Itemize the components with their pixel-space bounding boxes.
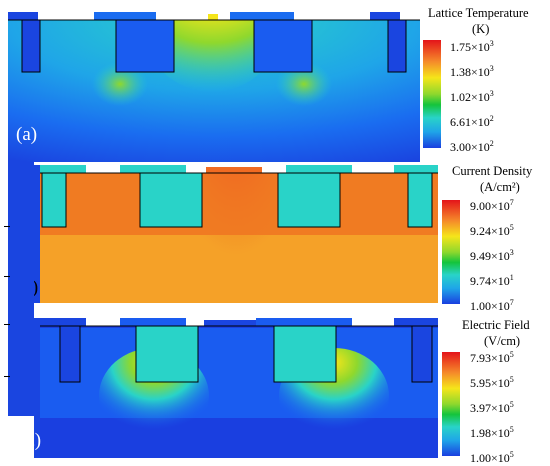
panel-c-label: (c) [20, 430, 42, 451]
panel-a-left-boundary-strip [8, 162, 34, 416]
legend-tick-2: 9.24×105 [470, 223, 514, 238]
legend-tick-4: 1.98×105 [470, 425, 514, 440]
legend-electric-field: Electric Field (V/cm) 7.93×105 5.95×105 … [440, 314, 550, 464]
legend-title-line1: Lattice Temperature [428, 6, 529, 20]
legend-tick-5: 1.00×105 [470, 450, 514, 465]
legend-tick-5: 1.00×107 [470, 298, 514, 313]
legend-tick-3: 9.49×103 [470, 248, 514, 263]
legend-tick-1: 9.00×107 [470, 198, 514, 213]
legend-lattice-temperature: Lattice Temperature (K) 1.75×103 1.38×10… [420, 4, 550, 154]
panel-a-axis-tick [4, 276, 10, 277]
panel-a-axis-tick [4, 226, 10, 227]
current-density-contour [34, 165, 438, 303]
panel-a-lattice-temperature-map: (a) [8, 12, 420, 162]
legend-title-line2: (K) [472, 22, 490, 36]
lattice-temperature-contour [8, 12, 420, 162]
legend-tick-2: 5.95×105 [470, 375, 514, 390]
legend-tick-5: 3.00×102 [450, 139, 494, 154]
legend-title-line1: Current Density [452, 164, 533, 178]
electric-field-contour [34, 318, 438, 458]
legend-title-line1: Electric Field [462, 318, 530, 332]
legend-tick-4: 6.61×102 [450, 114, 494, 129]
color-scale-bar [442, 200, 460, 304]
legend-tick-4: 9.74×101 [470, 273, 514, 288]
panel-a-axis-tick [4, 376, 10, 377]
legend-tick-2: 1.38×103 [450, 64, 494, 79]
legend-current-density: Current Density (A/cm²) 9.00×107 9.24×10… [440, 160, 550, 313]
color-scale-bar [442, 352, 460, 456]
panel-c-electric-field-map: (c) [20, 318, 438, 458]
legend-tick-1: 1.75×103 [450, 39, 494, 54]
panel-b-current-density-map: (b) [16, 165, 438, 303]
panel-a-label: (a) [16, 124, 38, 145]
legend-tick-3: 3.97×105 [470, 400, 514, 415]
legend-tick-1: 7.93×105 [470, 350, 514, 365]
legend-tick-3: 1.02×103 [450, 89, 494, 104]
legend-title-line2: (V/cm) [484, 334, 521, 348]
color-scale-bar [423, 40, 441, 148]
legend-title-line2: (A/cm²) [480, 180, 520, 194]
panel-a-axis-tick [4, 324, 10, 325]
